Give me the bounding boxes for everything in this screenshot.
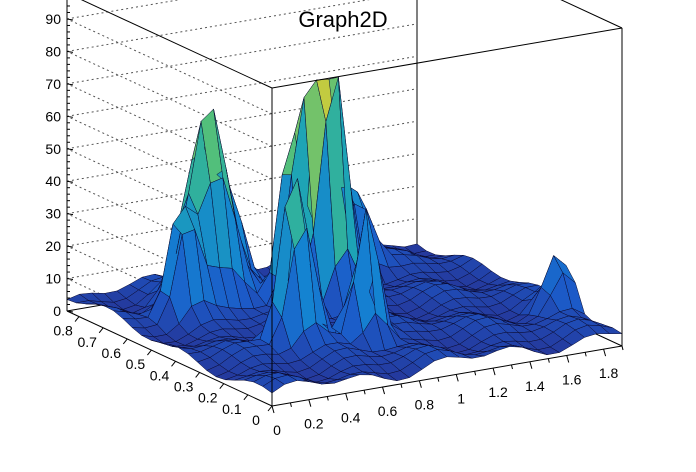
x-minor-tick xyxy=(547,358,550,363)
y-tick-label: 0.3 xyxy=(174,378,194,394)
x-tick-label: 1.4 xyxy=(525,378,545,394)
x-tick xyxy=(603,349,607,357)
z-tick xyxy=(66,213,74,216)
x-tick-label: 1.6 xyxy=(562,371,582,387)
z-tick xyxy=(66,115,74,118)
z-tick-label: 50 xyxy=(45,141,61,157)
plot-box-front xyxy=(80,0,623,406)
surface-mesh xyxy=(66,76,623,394)
x-tick xyxy=(271,405,275,414)
surface-cell xyxy=(599,325,623,334)
y-tick xyxy=(98,327,104,334)
x-tick-label: 0.2 xyxy=(304,416,324,432)
y-tick xyxy=(219,383,225,389)
x-tick-label: 0.8 xyxy=(415,397,435,413)
x-tick-label: 0.6 xyxy=(378,403,398,419)
x-minor-tick xyxy=(437,377,440,382)
box-edge xyxy=(271,27,623,89)
x-minor-tick xyxy=(326,396,329,401)
z-tick-label: 40 xyxy=(45,173,61,189)
x-tick-label: 0.4 xyxy=(341,409,361,425)
x-minor-tick xyxy=(510,364,513,370)
x-minor-tick xyxy=(400,383,403,389)
x-tick xyxy=(308,399,312,407)
z-gridline xyxy=(66,0,370,52)
x-minor-tick xyxy=(363,390,366,395)
y-tick xyxy=(171,360,176,367)
y-tick-label: 0.4 xyxy=(150,367,170,383)
z-tick xyxy=(66,50,74,53)
z-tick xyxy=(66,83,74,86)
z-gridline xyxy=(66,18,273,115)
y-tick-label: 0 xyxy=(252,412,260,428)
y-tick xyxy=(147,349,152,356)
x-minor-tick xyxy=(474,371,477,376)
box-edge xyxy=(80,0,273,89)
x-tick xyxy=(418,380,422,388)
x-minor-tick xyxy=(621,345,624,351)
x-tick xyxy=(529,361,533,369)
x-axis-line xyxy=(271,345,623,407)
y-tick xyxy=(122,338,128,345)
z-tick xyxy=(66,278,74,281)
z-axis: 0 10 20 30 40 50 60 70 80 90 xyxy=(45,0,74,319)
z-gridline xyxy=(66,50,273,147)
x-minor-tick xyxy=(289,402,292,407)
z-tick-label: 60 xyxy=(45,108,61,124)
z-tick-label: 10 xyxy=(45,271,61,287)
z-tick-label: 0 xyxy=(53,303,61,319)
z-tick-label: 20 xyxy=(45,238,61,254)
y-tick-label: 0.8 xyxy=(53,323,73,339)
z-tick-label: 90 xyxy=(45,11,61,27)
y-tick-label: 0.1 xyxy=(222,401,242,417)
z-tick-label: 80 xyxy=(45,43,61,59)
z-tick-label: 30 xyxy=(45,206,61,222)
box-edge xyxy=(560,0,623,29)
z-gridline xyxy=(66,88,418,150)
y-tick-label: 0.7 xyxy=(77,334,97,350)
y-tick xyxy=(195,372,201,378)
x-tick xyxy=(382,386,386,395)
y-axis: 0 0.10.20.30.40.50.6 0.70.8 xyxy=(53,310,273,428)
z-tick xyxy=(66,245,74,248)
x-tick-label: 1.8 xyxy=(599,365,619,381)
x-tick xyxy=(566,355,570,363)
z-gridline xyxy=(66,23,418,85)
x-axis: 0 0.2 0.4 0.6 0.8 1 1.2 1.4 1.6 1.8 xyxy=(271,345,624,438)
x-tick xyxy=(455,374,459,382)
x-tick-label: 1.2 xyxy=(488,384,508,400)
x-tick xyxy=(492,367,496,376)
z-gridline xyxy=(66,120,418,182)
chart-title: Graph2D xyxy=(298,7,387,32)
x-tick-label: 0 xyxy=(273,422,281,438)
y-axis-line xyxy=(66,310,273,407)
z-gridline xyxy=(66,153,418,215)
z-tick xyxy=(66,148,74,151)
x-minor-tick xyxy=(584,352,587,357)
z-gridline xyxy=(66,55,418,117)
z-tick-label: 70 xyxy=(45,76,61,92)
y-tick xyxy=(267,405,273,412)
y-tick xyxy=(243,394,249,401)
y-tick-label: 0.2 xyxy=(198,390,218,406)
y-tick-label: 0.5 xyxy=(126,356,146,372)
y-tick xyxy=(74,316,80,322)
x-tick xyxy=(345,393,349,401)
y-tick-label: 0.6 xyxy=(102,345,122,361)
z-tick xyxy=(66,18,74,21)
z-gridline xyxy=(66,83,273,180)
z-tick xyxy=(66,180,74,183)
x-tick-label: 1 xyxy=(457,390,465,406)
z-gridline xyxy=(66,115,273,212)
